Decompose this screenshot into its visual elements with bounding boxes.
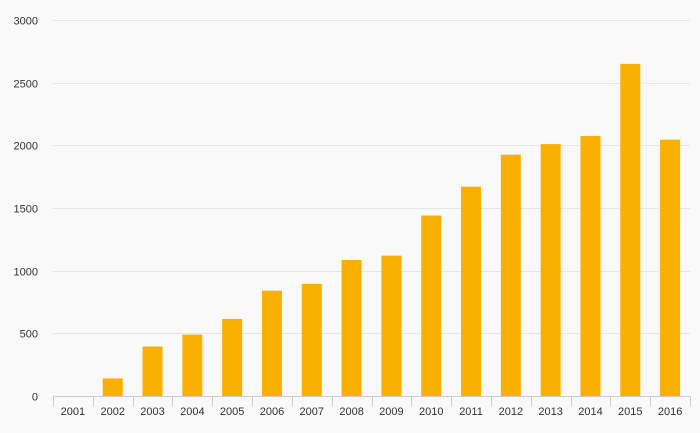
x-tick-label-2001: 2001 <box>61 406 85 418</box>
bar-2004 <box>182 334 203 396</box>
x-tick-label-2016: 2016 <box>658 406 682 418</box>
x-tick-label-2002: 2002 <box>100 406 124 418</box>
x-tick-label-2008: 2008 <box>339 406 363 418</box>
x-tick-label-2013: 2013 <box>538 406 562 418</box>
bar-2008 <box>341 260 362 396</box>
x-tick-label-2009: 2009 <box>379 406 403 418</box>
y-tick-label-3000: 3000 <box>14 16 38 28</box>
bar-2014 <box>580 135 601 396</box>
bar-2016 <box>660 139 681 396</box>
x-axis <box>53 396 691 407</box>
bar-2003 <box>142 346 163 396</box>
bar-2002 <box>102 378 123 396</box>
x-tick-label-2015: 2015 <box>618 406 642 418</box>
y-tick-label-2500: 2500 <box>14 79 38 91</box>
bar-2015 <box>620 63 641 397</box>
bar-2006 <box>261 290 282 396</box>
bar-2005 <box>222 318 243 396</box>
bar-2009 <box>381 255 402 396</box>
y-tick-label-500: 500 <box>20 329 38 341</box>
y-tick-label-2000: 2000 <box>14 141 38 153</box>
bar-2010 <box>421 215 442 396</box>
x-tick-label-2007: 2007 <box>300 406 324 418</box>
y-tick-label-1500: 1500 <box>14 204 38 216</box>
bar-2007 <box>301 283 322 396</box>
y-axis-tick-labels: 0 500 1000 1500 2000 2500 3000 <box>14 16 38 404</box>
y-tick-label-1000: 1000 <box>14 267 38 279</box>
x-tick-label-2012: 2012 <box>499 406 523 418</box>
bar-2012 <box>500 154 521 396</box>
x-tick-label-2011: 2011 <box>459 406 483 418</box>
x-axis-tick-labels: 2001 2002 2003 2004 2005 2006 2007 2008 2009 2010… <box>61 406 683 418</box>
x-tick-label-2003: 2003 <box>140 406 164 418</box>
bar-2011 <box>461 186 482 396</box>
x-tick-label-2014: 2014 <box>578 406 602 418</box>
bar-2013 <box>540 144 561 396</box>
x-tick-label-2005: 2005 <box>220 406 244 418</box>
x-tick-label-2006: 2006 <box>260 406 284 418</box>
x-tick-label-2004: 2004 <box>180 406 204 418</box>
bars <box>102 63 681 397</box>
y-tick-label-0: 0 <box>32 392 38 404</box>
x-tick-label-2010: 2010 <box>419 406 443 418</box>
